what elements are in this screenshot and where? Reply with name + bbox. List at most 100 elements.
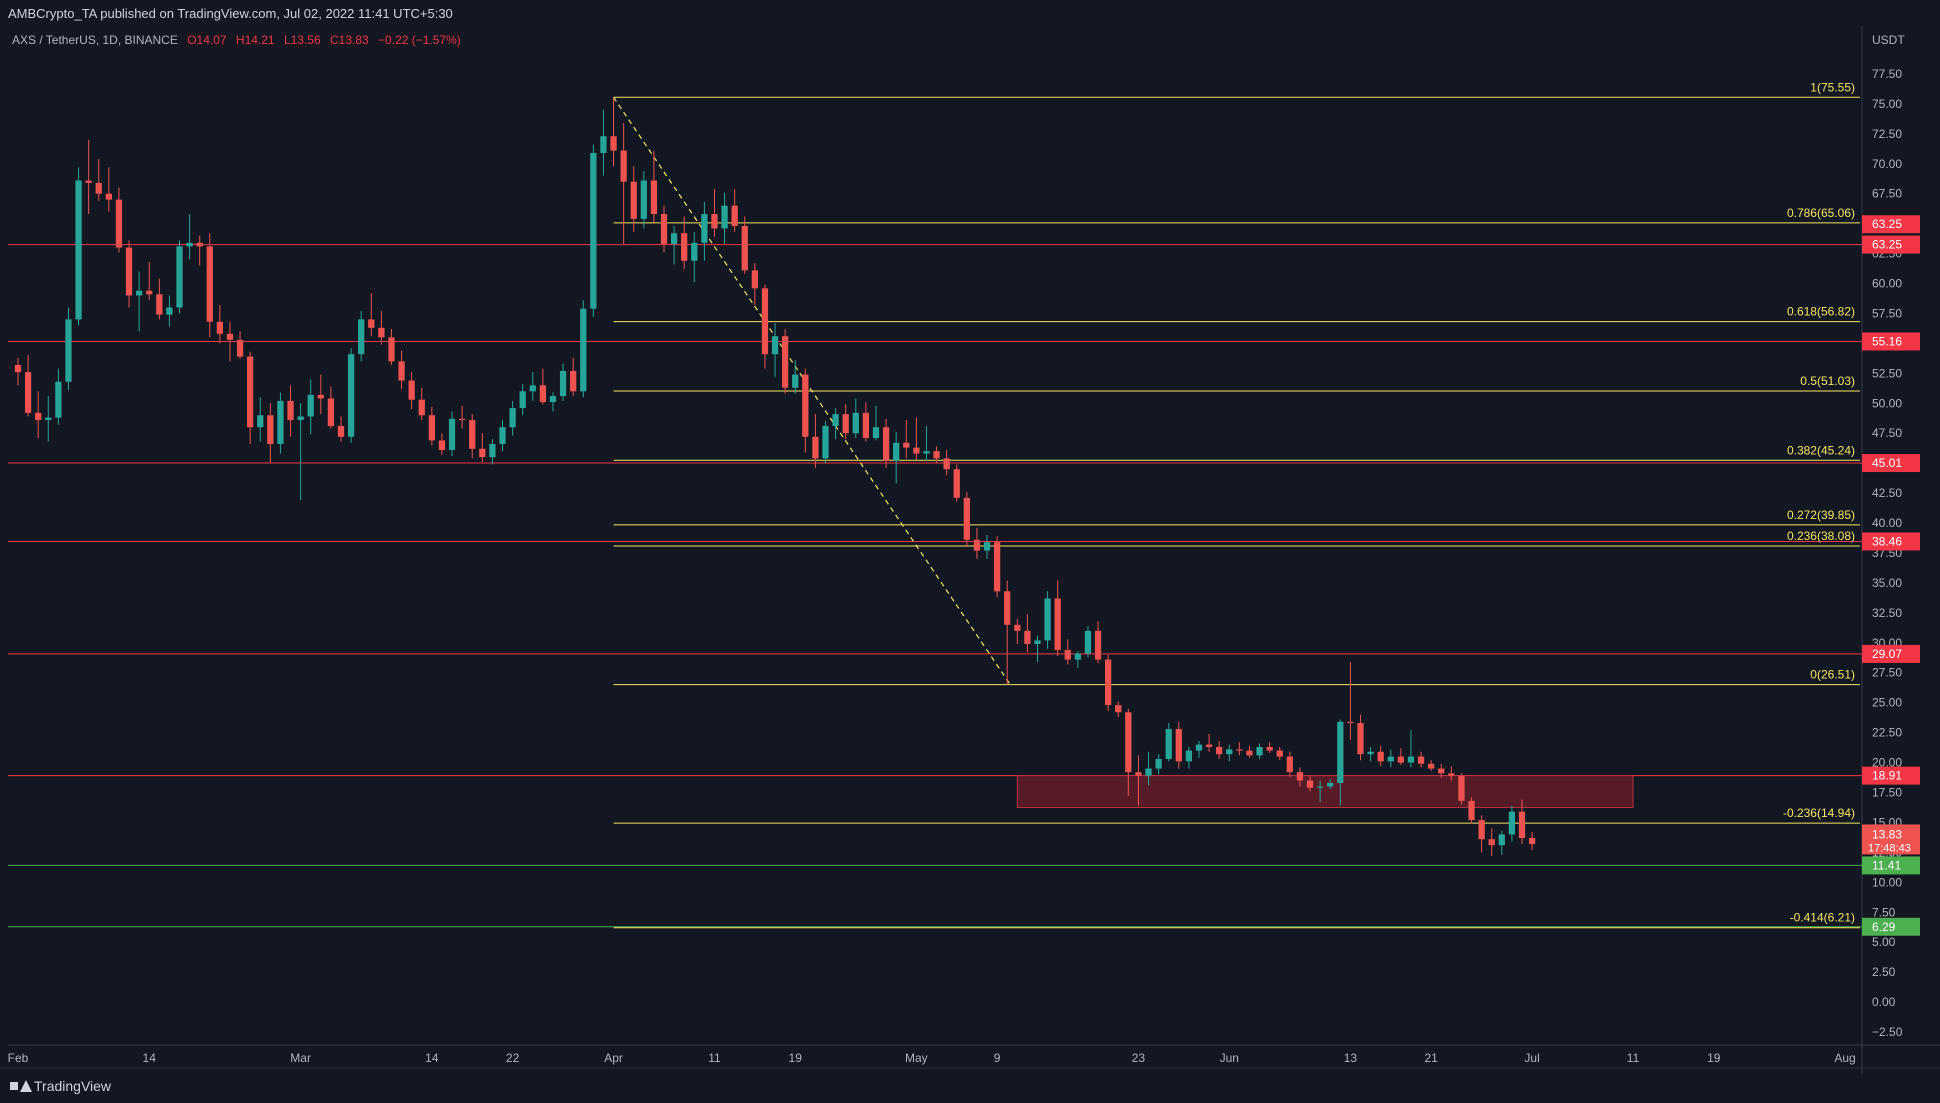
candle-body <box>337 426 345 437</box>
candle-body <box>438 440 446 450</box>
candle-body <box>1135 772 1142 776</box>
price-tick-label: 72.50 <box>1872 127 1902 141</box>
current-price-countdown: 17:48:43 <box>1868 842 1911 854</box>
candle-body <box>267 415 274 444</box>
current-price-value: 13.83 <box>1872 827 1902 841</box>
tradingview-logo[interactable]: TradingView <box>10 1078 111 1094</box>
candle-body <box>660 214 668 244</box>
candle-body <box>24 372 32 413</box>
plot-frame <box>0 26 1940 1103</box>
ohlc-close: C13.83 <box>330 33 369 47</box>
price-tag: 11.41 <box>1872 858 1901 872</box>
candle-body <box>1407 756 1415 763</box>
price-tick-label: 50.00 <box>1872 396 1902 410</box>
candle-body <box>1054 598 1061 650</box>
candle-body <box>973 539 981 551</box>
price-tag: 45.01 <box>1872 456 1902 470</box>
candle-body <box>176 246 183 308</box>
candle-body <box>226 333 234 340</box>
candle-body <box>993 542 1001 592</box>
candle-body <box>307 394 314 417</box>
price-tag: 6.29 <box>1872 920 1896 934</box>
price-tag-bg <box>1862 766 1920 785</box>
candle-body <box>459 418 466 421</box>
fib-label: 0.272(39.85) <box>1787 508 1855 522</box>
price-tick-label: 70.00 <box>1872 157 1902 171</box>
candle-body <box>236 339 244 357</box>
price-tag: 18.91 <box>1872 769 1902 783</box>
time-tick-label: Jul <box>1524 1051 1539 1065</box>
candle-body <box>923 451 930 454</box>
candle-body <box>1306 780 1314 788</box>
price-tag: 63.25 <box>1872 238 1902 252</box>
tradingview-logo-icon <box>10 1080 32 1092</box>
time-tick-label: 9 <box>994 1051 1001 1065</box>
price-tick-label: 35.00 <box>1872 576 1902 590</box>
price-tick-label: 20.00 <box>1872 756 1902 770</box>
fib-label: 0.618(56.82) <box>1787 305 1855 319</box>
candle-body <box>1488 839 1495 846</box>
fib-label: 0.236(38.08) <box>1787 529 1855 543</box>
candle-body <box>14 364 22 373</box>
supply-zone <box>1016 775 1634 808</box>
candle-body <box>1074 653 1081 660</box>
candle-body <box>156 294 163 315</box>
time-tick-label: 14 <box>425 1051 439 1065</box>
candle-body <box>45 417 52 421</box>
symbol-legend: AXS / TetherUS, 1D, BINANCE O14.07 H14.2… <box>12 33 467 47</box>
candle-body <box>1397 756 1404 763</box>
time-tick-label: 22 <box>506 1051 520 1065</box>
candle-body <box>893 442 900 461</box>
price-tag-top-bg <box>1862 215 1920 234</box>
price-tag: 55.16 <box>1872 334 1902 348</box>
fib-label: -0.414(6.21) <box>1790 911 1855 925</box>
ohlc-low: L13.56 <box>283 33 321 47</box>
candle-body <box>398 361 405 381</box>
candle-body <box>1357 723 1364 755</box>
candle-body <box>933 451 940 459</box>
candle-body <box>1367 751 1374 755</box>
candle-body <box>1145 768 1152 776</box>
candle-body <box>1125 712 1132 773</box>
time-tick-label: 13 <box>1344 1051 1358 1065</box>
candle-body <box>358 319 365 355</box>
time-tick-label: Jun <box>1220 1051 1239 1065</box>
price-tag-bg <box>1862 856 1920 875</box>
candle-body <box>1236 749 1243 751</box>
candle-body <box>953 469 960 498</box>
publish-info: AMBCrypto_TA published on TradingView.co… <box>8 6 453 21</box>
time-tick-label: 11 <box>1627 1051 1640 1065</box>
fib-swing-trendline <box>613 96 1011 685</box>
candle-body <box>1417 756 1425 764</box>
time-tick-label: 11 <box>708 1051 721 1065</box>
price-tick-label: 77.50 <box>1872 67 1902 81</box>
candle-body <box>85 180 92 183</box>
price-tag-top: 63.25 <box>1872 217 1902 231</box>
candle-body <box>670 233 678 244</box>
price-tag-bg <box>1862 644 1920 663</box>
price-tick-label: 60.00 <box>1872 277 1902 291</box>
time-tick-label: Mar <box>290 1051 311 1065</box>
price-tick-label: 17.50 <box>1872 786 1902 800</box>
candle-body <box>1438 768 1445 774</box>
tradingview-brand: TradingView <box>34 1078 112 1094</box>
price-tag-bg <box>1862 532 1920 551</box>
candle-body <box>782 336 789 388</box>
ohlc-open: O14.07 <box>187 33 227 47</box>
candle-body <box>388 337 395 362</box>
candle-body <box>287 400 294 421</box>
candle-body <box>489 443 496 458</box>
time-tick-label: 19 <box>1707 1051 1721 1065</box>
candle-body <box>711 214 718 229</box>
candle-body <box>1377 751 1384 762</box>
candle-body <box>792 374 799 388</box>
candle-body <box>802 374 809 437</box>
candle-body <box>943 458 950 470</box>
time-tick-label: 23 <box>1132 1051 1146 1065</box>
candle-body <box>1286 756 1293 773</box>
time-tick-label: 19 <box>789 1051 803 1065</box>
candle-body <box>125 247 133 296</box>
time-tick-label: 21 <box>1424 1051 1438 1065</box>
price-tag-bg <box>1862 332 1920 351</box>
